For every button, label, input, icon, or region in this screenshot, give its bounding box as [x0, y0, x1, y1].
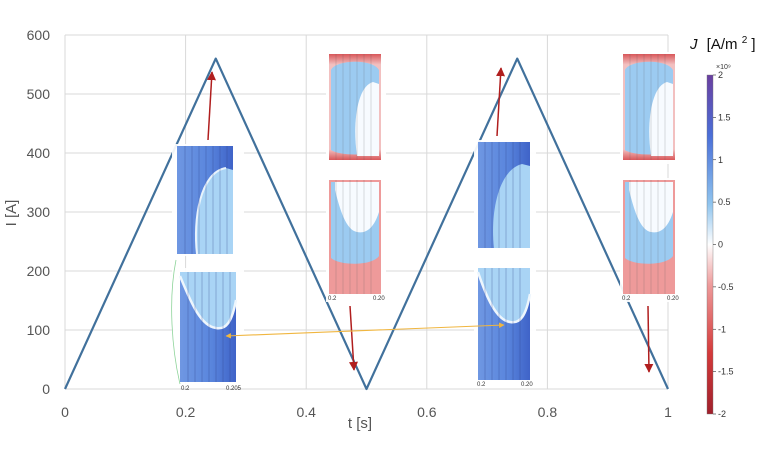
y-tick-label: 400 [27, 145, 51, 161]
colorbar-tick-label: 0.5 [718, 197, 731, 207]
annotation-arrows [207, 67, 654, 373]
inset-4-mesh-lines [629, 54, 666, 294]
colorbar-tick-label: -2 [718, 409, 726, 419]
arrow-end-valley [644, 305, 654, 373]
arrow-right-peak [496, 67, 506, 137]
x-tick-label: 0.2 [176, 404, 196, 420]
colorbar-title-symbol: J [689, 36, 698, 53]
colorbar-ticks: 2 1.5 1 0.5 0 -0.5 -1 -1.5 -2 [713, 70, 734, 419]
link-arrow-between-insets [225, 322, 505, 339]
inset-4-upper-core [649, 82, 673, 156]
inset-2-upper-core [355, 82, 379, 156]
inset-1-upper-core [195, 168, 233, 254]
arrow-first-valley [349, 305, 358, 371]
y-tick-label: 200 [27, 263, 51, 279]
colorbar-gradient [706, 74, 714, 415]
inset-2: 0.2 0.20 [326, 52, 386, 302]
colorbar-title: J [A/m 2 ] [689, 30, 756, 53]
colorbar-tick-label: -0.5 [718, 282, 734, 292]
series-group [63, 57, 670, 391]
inset-1: 0.2 0.205 [171, 144, 244, 392]
inset-1-field-line [171, 259, 181, 385]
colorbar-tick-label: 1 [718, 155, 723, 165]
y-tick-labels: 0 100 200 300 400 500 600 [27, 27, 51, 397]
inset-1-x-label-right: 0.205 [226, 386, 242, 392]
colorbar-tick-label: 1.5 [718, 112, 731, 122]
inset-4: 0.2 0.20 [620, 52, 679, 302]
inset-2-mesh-lines [335, 54, 372, 294]
colorbar-tick-label: -1 [718, 324, 726, 334]
colorbar-tick-label: 2 [718, 70, 723, 80]
x-tick-label: 0.6 [417, 404, 437, 420]
colorbar-multiplier: ×10⁹ [716, 64, 731, 71]
x-axis-label: t [s] [348, 415, 372, 432]
inset-2-x-label-left: 0.2 [328, 296, 337, 302]
inset-3-x-label-left: 0.2 [477, 382, 486, 388]
y-tick-label: 300 [27, 204, 51, 220]
colorbar-title-close: ] [751, 36, 755, 53]
x-tick-label: 1 [664, 404, 672, 420]
x-tick-label: 0 [61, 404, 69, 420]
colorbar-title-superscript: 2 [742, 35, 748, 46]
y-tick-label: 600 [27, 27, 51, 43]
x-tick-labels: 0 0.2 0.4 0.6 0.8 1 [61, 404, 672, 420]
inset-1-mesh-lines [184, 146, 231, 382]
colorbar-tick-label: 0 [718, 240, 723, 250]
inset-3: 0.2 0.20 [474, 140, 536, 388]
colorbar-title-unit: [A/m [707, 36, 738, 53]
inset-4-x-label-left: 0.2 [622, 296, 631, 302]
x-tick-label: 0.8 [538, 404, 558, 420]
y-tick-label: 100 [27, 322, 51, 338]
inset-3-x-label-right: 0.20 [521, 382, 533, 388]
x-tick-label: 0.4 [296, 404, 316, 420]
inset-2-x-label-right: 0.20 [373, 296, 385, 302]
inset-1-upper-edge [194, 167, 227, 255]
inset-1-lower-core [180, 272, 236, 329]
inset-4-x-label-right: 0.20 [667, 296, 679, 302]
colorbar-tick-label: -1.5 [718, 367, 734, 377]
colorbar: J [A/m 2 ] ×10⁹ 2 1.5 1 0.5 0 -0.5 -1 -1.5 -2 [689, 30, 756, 419]
y-axis-label: I [A] [3, 200, 20, 227]
y-tick-label: 0 [42, 381, 50, 397]
inset-3-upper-core [493, 164, 530, 248]
inset-3-lower-core [478, 268, 530, 323]
arrow-left-peak [207, 71, 217, 141]
y-tick-label: 500 [27, 86, 51, 102]
inset-1-x-label-left: 0.2 [181, 386, 190, 392]
series-line [63, 57, 670, 391]
